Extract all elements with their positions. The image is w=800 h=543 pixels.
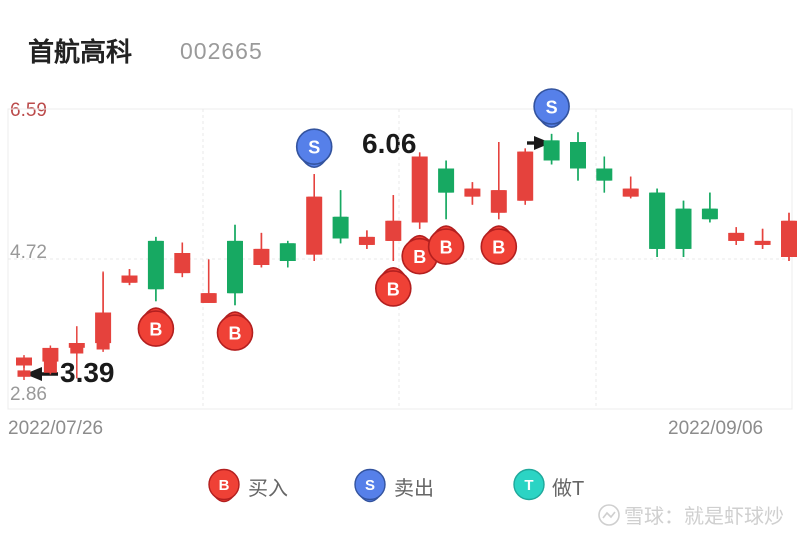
svg-text:B: B	[440, 238, 453, 258]
svg-text:B: B	[492, 238, 505, 258]
svg-text:B: B	[229, 324, 242, 344]
svg-text:T: T	[524, 477, 533, 494]
svg-text:B: B	[413, 247, 426, 267]
svg-text:B: B	[149, 320, 162, 340]
svg-text:S: S	[365, 477, 375, 494]
svg-text:B: B	[387, 279, 400, 299]
svg-text:B: B	[219, 477, 230, 494]
svg-text:S: S	[308, 138, 320, 158]
svg-text:S: S	[546, 98, 558, 118]
